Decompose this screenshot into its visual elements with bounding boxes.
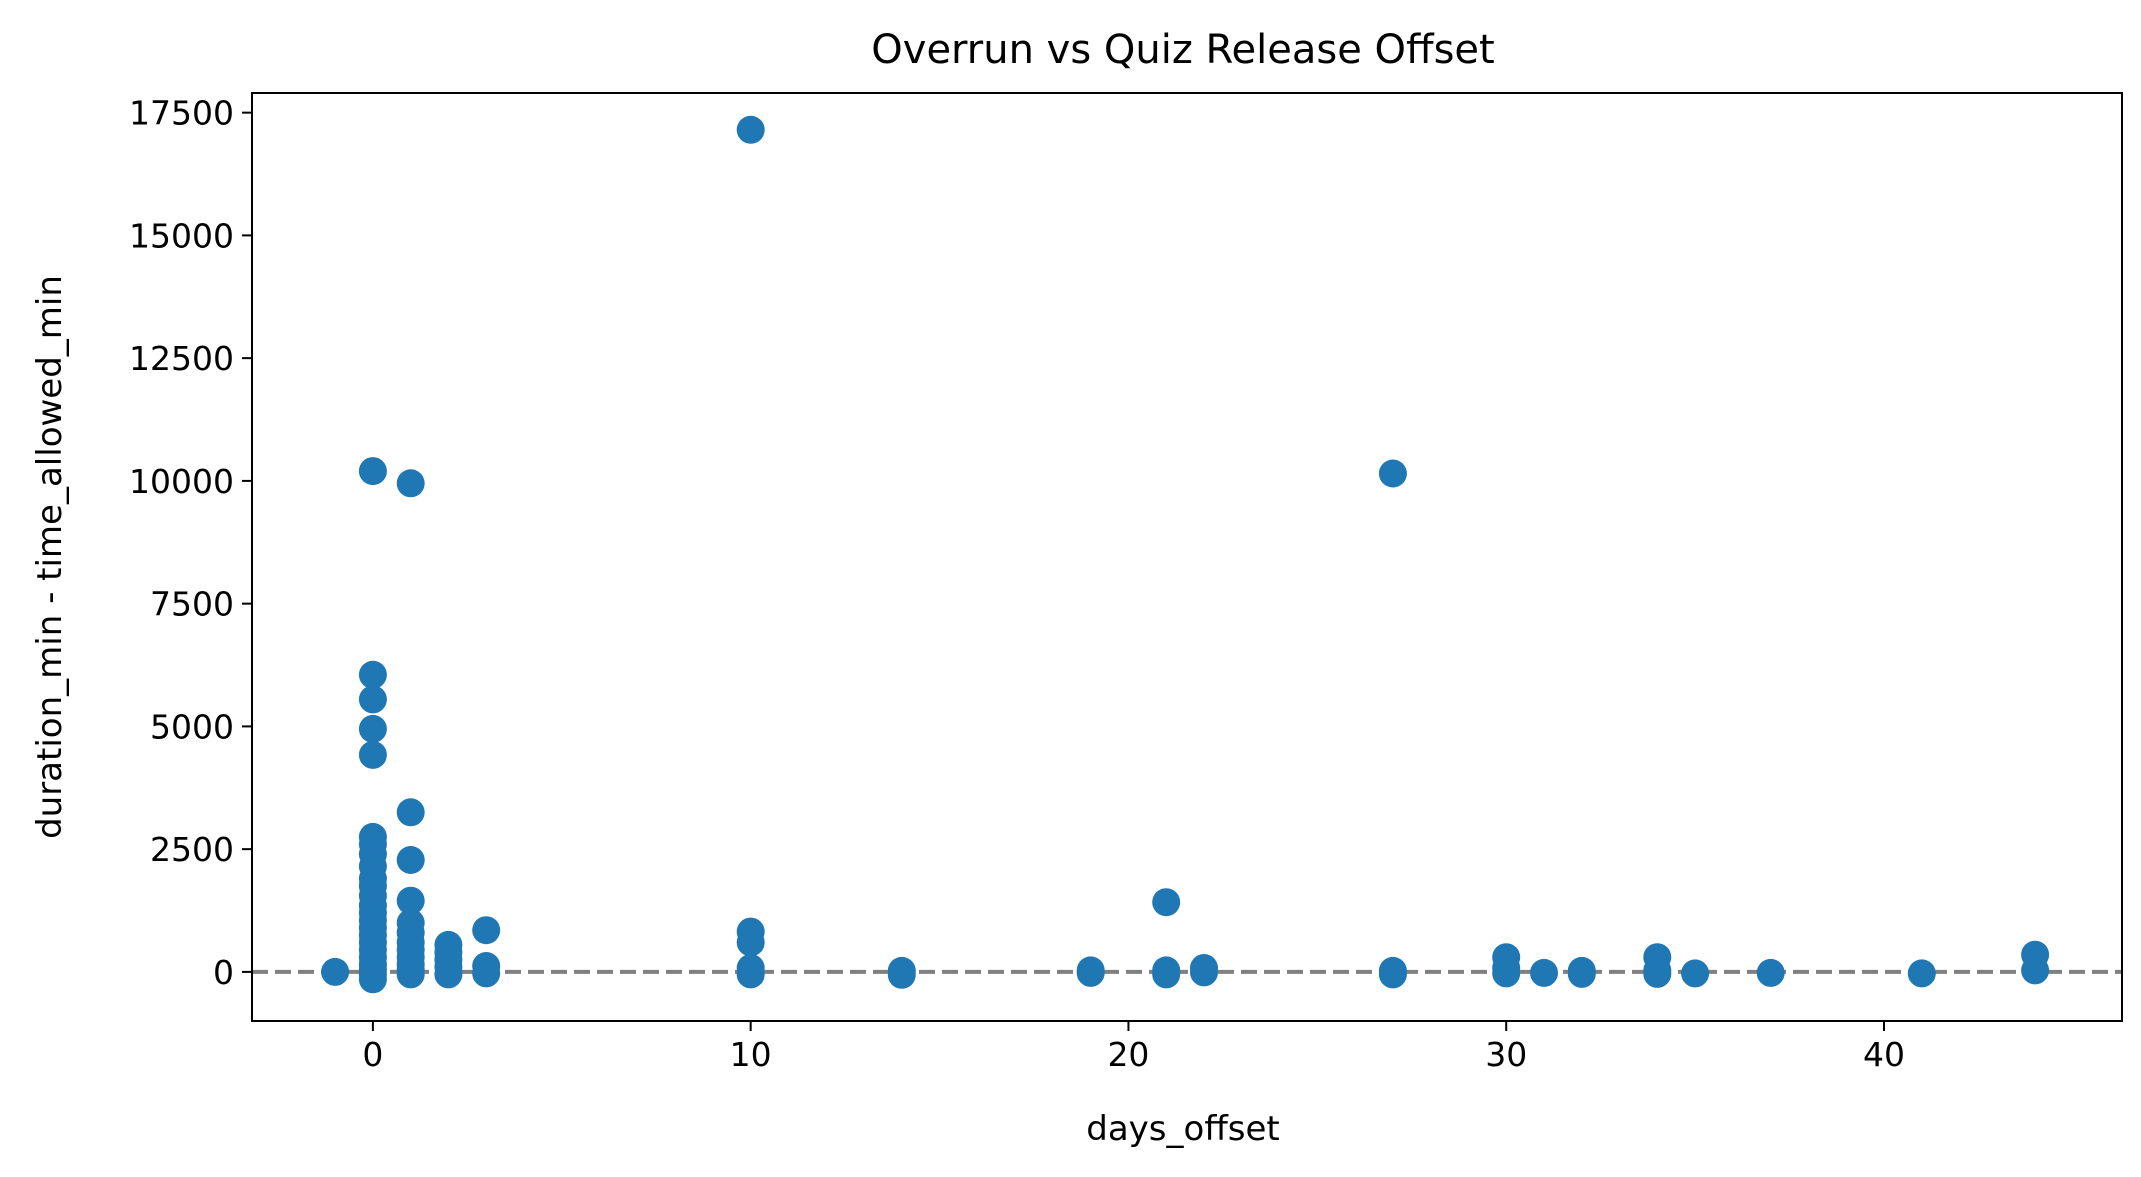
data-point: [1567, 959, 1596, 988]
data-point: [358, 965, 387, 994]
data-point: [1643, 959, 1672, 988]
x-axis-label: days_offset: [1086, 1109, 1279, 1149]
data-point: [736, 960, 765, 989]
data-point: [472, 916, 501, 945]
y-tick-label: 15000: [129, 216, 234, 255]
data-point: [358, 457, 387, 486]
x-axis-ticks: 0 10 20 30 40: [362, 1021, 1905, 1074]
plot-frame: [251, 92, 2123, 1022]
y-tick-label: 0: [213, 953, 234, 992]
x-tick-label: 30: [1485, 1035, 1527, 1074]
data-point: [396, 469, 425, 498]
y-tick-label: 12500: [129, 339, 234, 378]
data-point: [1378, 459, 1407, 488]
data-point: [1756, 958, 1785, 987]
data-point: [887, 960, 916, 989]
y-tick-label: 2500: [150, 830, 234, 869]
y-tick-label: 5000: [150, 707, 234, 746]
data-point: [472, 959, 501, 988]
data-point: [1681, 959, 1710, 988]
y-tick-label: 7500: [150, 585, 234, 624]
data-point: [434, 960, 463, 989]
y-axis-ticks: 0 2500 5000 7500 10000 12500 15000 17500: [129, 94, 252, 992]
data-point: [736, 928, 765, 957]
data-point: [358, 660, 387, 689]
data-point: [1907, 959, 1936, 988]
y-axis-label: duration_min - time_allowed_min: [30, 275, 70, 839]
data-point: [1190, 958, 1218, 987]
x-tick-label: 40: [1863, 1035, 1905, 1074]
data-point: [396, 886, 425, 915]
x-tick-label: 0: [362, 1035, 383, 1074]
data-point: [736, 115, 765, 144]
data-point: [358, 740, 387, 769]
data-point: [321, 957, 350, 986]
data-point: [396, 798, 425, 827]
x-tick-label: 20: [1107, 1035, 1149, 1074]
y-tick-label: 17500: [129, 94, 234, 133]
data-point: [396, 960, 425, 989]
data-point: [358, 714, 387, 743]
x-tick-label: 10: [730, 1035, 772, 1074]
plot-area: [251, 92, 2123, 1022]
data-point: [1492, 959, 1521, 988]
data-point: [1076, 958, 1105, 987]
data-point: [1378, 960, 1407, 989]
data-point: [1530, 958, 1558, 987]
chart-title: Overrun vs Quiz Release Offset: [871, 27, 1494, 73]
data-point: [1152, 888, 1181, 917]
data-point: [396, 846, 425, 874]
data-point: [2021, 956, 2050, 985]
data-point: [358, 685, 387, 714]
y-tick-label: 10000: [129, 462, 234, 501]
data-point: [1152, 960, 1181, 989]
